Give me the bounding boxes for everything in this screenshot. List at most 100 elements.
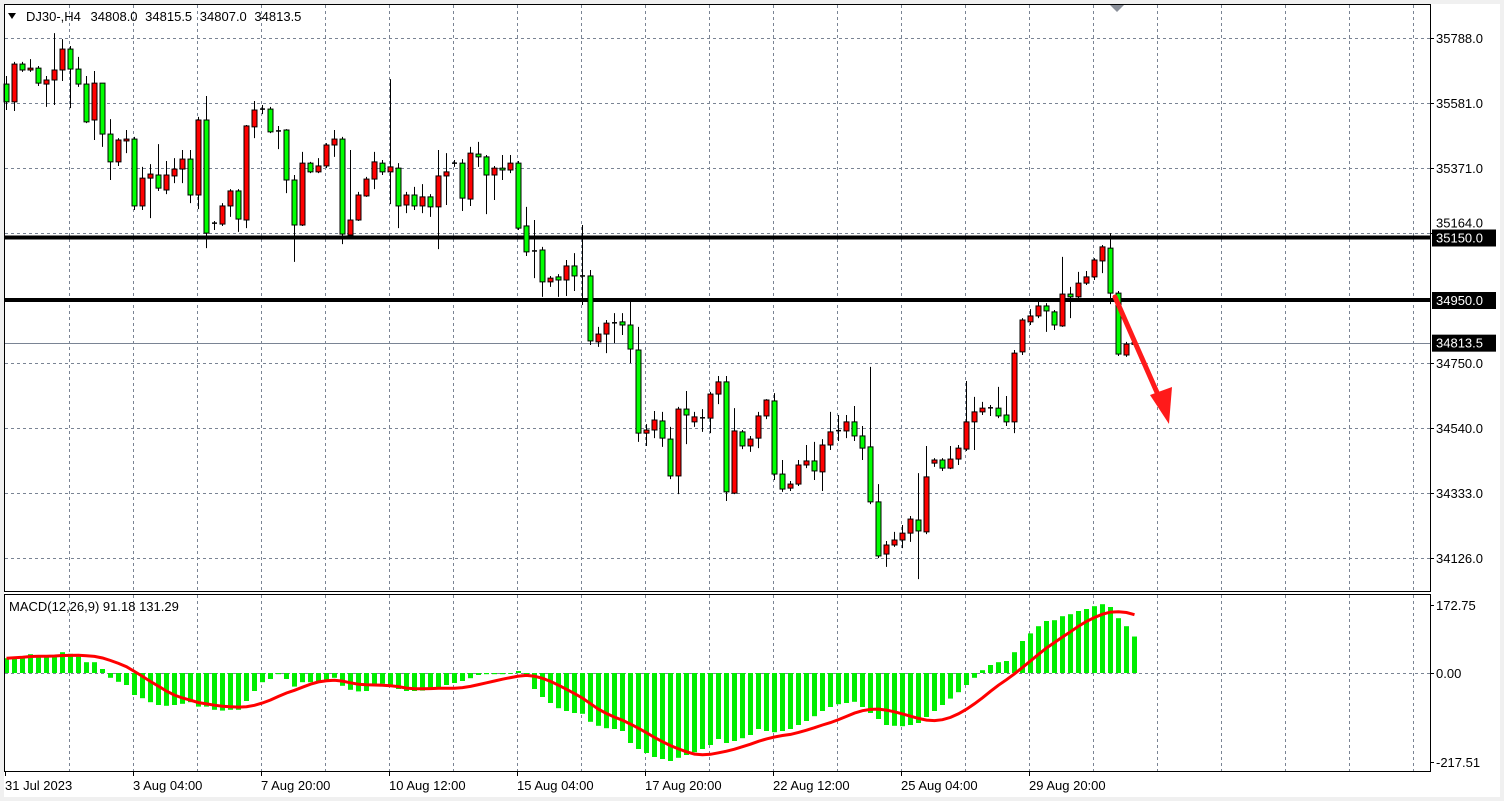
candle xyxy=(260,105,265,115)
candle xyxy=(1043,303,1050,332)
macd-histogram-bar xyxy=(908,673,913,725)
candle-body xyxy=(1107,247,1114,294)
candle xyxy=(363,176,370,197)
macd-histogram-bar xyxy=(52,655,57,673)
symbol-label: DJ30-,H4 xyxy=(26,9,81,24)
candle xyxy=(91,70,98,140)
candle xyxy=(755,411,762,449)
candle xyxy=(955,445,962,465)
macd-histogram-bar xyxy=(900,673,905,727)
candle-body xyxy=(507,162,514,171)
macd-histogram-bar xyxy=(636,673,641,749)
candle-body xyxy=(683,408,690,416)
macd-histogram-bar xyxy=(508,673,513,674)
candle-body xyxy=(819,444,826,473)
chart-shift-marker-icon[interactable] xyxy=(1110,5,1124,12)
open-value: 34808.0 xyxy=(91,9,138,24)
macd-histogram-bar xyxy=(748,673,753,735)
macd-histogram-bar xyxy=(284,673,289,679)
candle xyxy=(1035,301,1042,319)
candle xyxy=(635,326,642,442)
candle-body xyxy=(19,63,26,71)
macd-histogram-bar xyxy=(1012,652,1017,673)
candle xyxy=(219,203,226,226)
candle xyxy=(387,79,394,205)
candle xyxy=(643,424,650,446)
macd-signal-line xyxy=(6,610,1135,757)
macd-histogram-bar xyxy=(300,673,305,683)
macd-histogram-bar xyxy=(1020,641,1025,673)
macd-histogram-bar xyxy=(516,671,521,673)
candle-body xyxy=(539,249,546,283)
candle-body xyxy=(155,174,162,189)
candle-body xyxy=(883,544,890,555)
macd-histogram-bar xyxy=(388,673,393,687)
candle-body xyxy=(1083,276,1090,284)
horizontal-lines[interactable] xyxy=(5,235,1430,344)
candle-body xyxy=(11,63,18,103)
menu-triangle-icon[interactable] xyxy=(8,13,16,19)
candle xyxy=(667,426,674,480)
price-tick-label: 35371.0 xyxy=(1436,161,1483,176)
candle xyxy=(836,415,841,441)
macd-histogram-bar xyxy=(108,673,113,678)
macd-panel-border xyxy=(4,594,1431,772)
candle xyxy=(339,136,346,245)
candle-body xyxy=(307,162,314,173)
candle xyxy=(547,275,554,287)
candle-body xyxy=(299,162,306,226)
candle xyxy=(171,158,178,184)
candle-body xyxy=(995,407,1002,417)
candle xyxy=(75,56,82,87)
macd-histogram-bar xyxy=(500,673,505,675)
candle-body xyxy=(483,156,490,176)
time-tick-label: 10 Aug 12:00 xyxy=(389,778,466,793)
candle-body xyxy=(459,162,466,199)
macd-histogram-bar xyxy=(332,673,337,678)
macd-histogram-bar xyxy=(964,673,969,685)
candle-body xyxy=(771,400,778,475)
candle-body xyxy=(419,196,426,207)
candle xyxy=(276,125,281,150)
candle xyxy=(187,150,194,204)
candle xyxy=(315,158,322,174)
macd-histogram-bar xyxy=(676,673,681,758)
time-tick-label: 17 Aug 20:00 xyxy=(645,778,722,793)
macd-histogram-bar xyxy=(852,673,857,702)
macd-histogram-bar xyxy=(916,673,921,723)
candle-body xyxy=(563,265,570,281)
candle xyxy=(1027,309,1034,325)
macd-histogram-bar xyxy=(884,673,889,725)
macd-histogram-bar xyxy=(1028,633,1033,673)
macd-histogram-bar xyxy=(68,653,73,673)
time-tick-label: 3 Aug 04:00 xyxy=(133,778,202,793)
candle xyxy=(1011,350,1018,434)
candle-body xyxy=(179,158,186,170)
candle-body xyxy=(723,381,730,493)
candle-body xyxy=(715,381,722,395)
candle-body xyxy=(347,219,354,236)
down-arrow-annotation[interactable] xyxy=(1112,294,1172,424)
candle xyxy=(803,445,810,469)
price-tick-label: 34333.0 xyxy=(1436,486,1483,501)
macd-tick-label: 0.00 xyxy=(1436,666,1461,681)
macd-histogram-bar xyxy=(580,673,585,714)
candle xyxy=(307,161,314,174)
macd-histogram-bar xyxy=(28,654,33,673)
candle-body xyxy=(939,459,946,469)
time-axis[interactable]: 31 Jul 2023 3 Aug 04:00 7 Aug 20:00 10 Aug … xyxy=(5,771,1106,793)
macd-histogram-bar xyxy=(1124,626,1129,673)
candle-body xyxy=(75,68,82,85)
candle xyxy=(603,320,610,354)
macd-histogram-bar xyxy=(556,673,561,709)
candle-body xyxy=(603,322,610,335)
macd-histogram-bar xyxy=(988,665,993,673)
macd-histogram-bar xyxy=(220,673,225,711)
time-tick-label: 15 Aug 04:00 xyxy=(517,778,594,793)
price-axis[interactable]: 35788.0 35581.0 35371.0 35164.0 34750.0 34540… xyxy=(1430,31,1496,770)
macd-histogram-bar xyxy=(588,673,593,722)
candle-body xyxy=(43,79,50,85)
candle-body xyxy=(899,532,906,541)
candle xyxy=(988,405,993,416)
